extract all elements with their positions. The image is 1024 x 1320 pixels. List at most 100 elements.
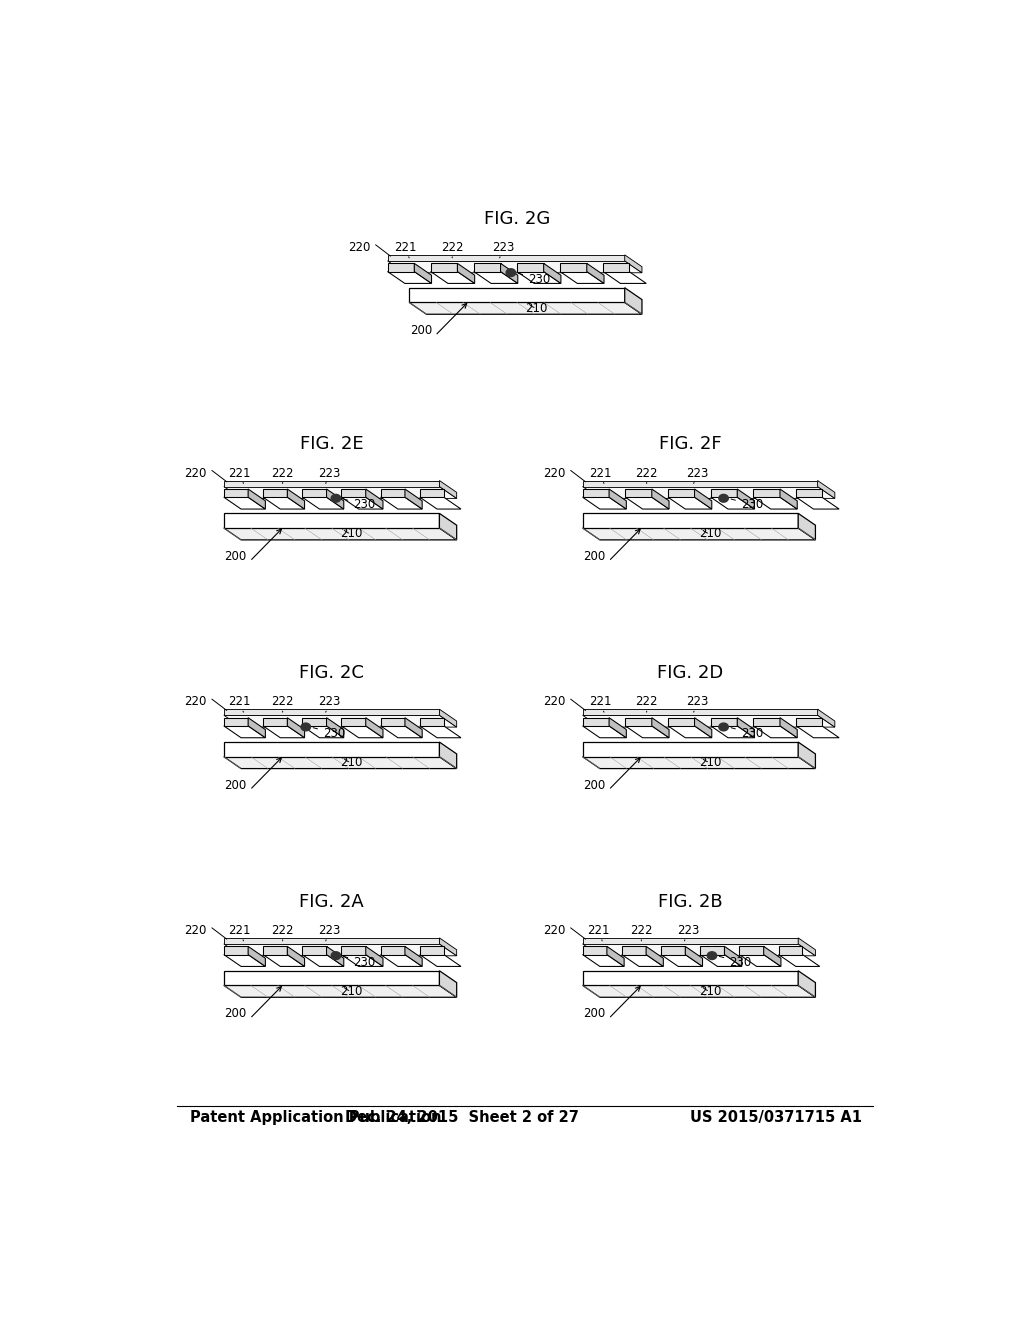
Text: 222: 222 — [636, 467, 658, 483]
Text: 221: 221 — [587, 924, 609, 941]
Polygon shape — [694, 718, 712, 738]
Text: 200: 200 — [583, 779, 605, 792]
Text: 223: 223 — [686, 467, 709, 483]
Text: Patent Application Publication: Patent Application Publication — [189, 1110, 441, 1125]
Polygon shape — [700, 946, 725, 954]
Text: 200: 200 — [583, 1007, 605, 1020]
Polygon shape — [341, 954, 383, 966]
Polygon shape — [387, 264, 415, 272]
Ellipse shape — [331, 952, 341, 960]
Polygon shape — [224, 715, 457, 727]
Polygon shape — [625, 288, 642, 314]
Polygon shape — [248, 718, 265, 738]
Polygon shape — [607, 946, 625, 966]
Polygon shape — [263, 946, 288, 954]
Polygon shape — [248, 488, 265, 510]
Text: 200: 200 — [224, 550, 247, 562]
Polygon shape — [420, 488, 443, 498]
Polygon shape — [327, 718, 344, 738]
Ellipse shape — [506, 269, 516, 276]
Polygon shape — [754, 498, 798, 510]
Polygon shape — [583, 488, 609, 498]
Polygon shape — [668, 498, 712, 510]
Text: 210: 210 — [340, 985, 362, 998]
Polygon shape — [439, 970, 457, 998]
Polygon shape — [302, 498, 344, 510]
Polygon shape — [798, 742, 815, 768]
Polygon shape — [224, 986, 457, 998]
Polygon shape — [798, 513, 815, 540]
Polygon shape — [366, 718, 383, 738]
Polygon shape — [415, 264, 431, 284]
Text: 221: 221 — [228, 924, 251, 941]
Text: FIG. 2C: FIG. 2C — [299, 664, 365, 682]
Polygon shape — [420, 954, 461, 966]
Polygon shape — [603, 264, 629, 272]
Polygon shape — [381, 954, 422, 966]
Text: 220: 220 — [348, 242, 390, 256]
Text: 222: 222 — [636, 696, 658, 713]
Text: FIG. 2G: FIG. 2G — [483, 210, 550, 228]
Polygon shape — [583, 946, 607, 954]
Polygon shape — [288, 488, 304, 510]
Polygon shape — [248, 946, 265, 966]
Polygon shape — [583, 487, 835, 499]
Polygon shape — [501, 264, 518, 284]
Text: 221: 221 — [228, 696, 251, 713]
Polygon shape — [420, 726, 461, 738]
Text: 223: 223 — [686, 696, 709, 713]
Polygon shape — [583, 970, 798, 986]
Polygon shape — [668, 726, 712, 738]
Polygon shape — [725, 946, 741, 966]
Text: 223: 223 — [318, 696, 341, 713]
Polygon shape — [387, 272, 431, 284]
Polygon shape — [341, 726, 383, 738]
Text: 230: 230 — [731, 727, 763, 741]
Polygon shape — [439, 709, 457, 727]
Polygon shape — [764, 946, 781, 966]
Polygon shape — [754, 718, 780, 726]
Polygon shape — [798, 970, 815, 998]
Text: 221: 221 — [589, 696, 611, 713]
Text: US 2015/0371715 A1: US 2015/0371715 A1 — [690, 1110, 862, 1125]
Polygon shape — [797, 498, 839, 510]
Text: 221: 221 — [228, 467, 251, 483]
Text: FIG. 2A: FIG. 2A — [299, 892, 364, 911]
Polygon shape — [224, 944, 457, 956]
Ellipse shape — [719, 723, 728, 731]
Polygon shape — [560, 264, 587, 272]
Polygon shape — [224, 756, 457, 768]
Polygon shape — [711, 726, 755, 738]
Polygon shape — [583, 480, 817, 487]
Polygon shape — [694, 488, 712, 510]
Polygon shape — [754, 488, 780, 498]
Text: 210: 210 — [340, 528, 362, 540]
Text: 230: 230 — [343, 956, 376, 969]
Polygon shape — [626, 718, 652, 726]
Polygon shape — [798, 939, 815, 956]
Polygon shape — [224, 939, 439, 944]
Text: 222: 222 — [271, 467, 294, 483]
Polygon shape — [583, 718, 609, 726]
Polygon shape — [474, 272, 518, 284]
Polygon shape — [387, 255, 625, 261]
Polygon shape — [700, 954, 741, 966]
Text: 221: 221 — [394, 242, 417, 257]
Polygon shape — [224, 498, 265, 510]
Polygon shape — [583, 742, 798, 756]
Polygon shape — [302, 718, 327, 726]
Polygon shape — [780, 488, 798, 510]
Polygon shape — [224, 488, 248, 498]
Polygon shape — [685, 946, 702, 966]
Ellipse shape — [301, 723, 310, 731]
Polygon shape — [711, 718, 737, 726]
Polygon shape — [224, 487, 457, 499]
Polygon shape — [739, 946, 764, 954]
Polygon shape — [652, 718, 669, 738]
Polygon shape — [583, 715, 835, 727]
Polygon shape — [263, 718, 288, 726]
Polygon shape — [288, 718, 304, 738]
Polygon shape — [797, 726, 839, 738]
Ellipse shape — [331, 495, 341, 502]
Polygon shape — [404, 718, 422, 738]
